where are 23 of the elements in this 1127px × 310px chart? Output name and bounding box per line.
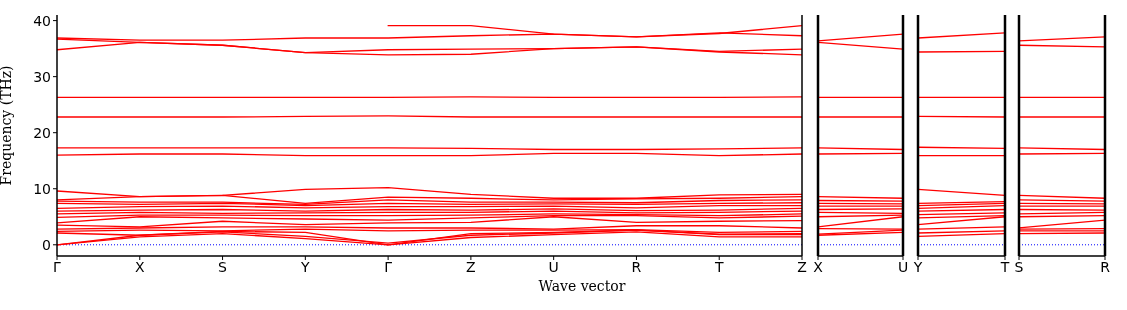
y-tick-label: 20 [33,124,51,141]
x-tick-label: U [897,258,909,275]
x-tick-label: U [548,258,559,275]
x-tick-label: Y [300,258,311,275]
x-tick-label: R [631,258,642,275]
x-tick-label: Γ [384,258,393,275]
x-tick-label: Z [466,258,476,275]
x-tick-label: Z [797,258,807,275]
x-tick-label: Γ [53,258,62,275]
y-tick-label: 40 [33,12,51,29]
x-tick-label: X [813,258,824,275]
x-tick-label: R [1100,258,1111,275]
y-axis-title: Frequency (THz) [0,65,14,186]
x-axis-title: Wave vector [537,278,627,294]
y-tick-label: 10 [33,180,51,197]
x-tick-label: S [218,258,228,275]
x-tick-label: T [713,258,724,275]
x-tick-label: S [1014,258,1024,275]
x-tick-label: T [999,258,1010,275]
y-tick-label: 30 [33,68,51,85]
x-tick-label: X [134,258,145,275]
y-tick-label: 0 [42,236,51,253]
x-tick-label: Y [912,258,923,275]
